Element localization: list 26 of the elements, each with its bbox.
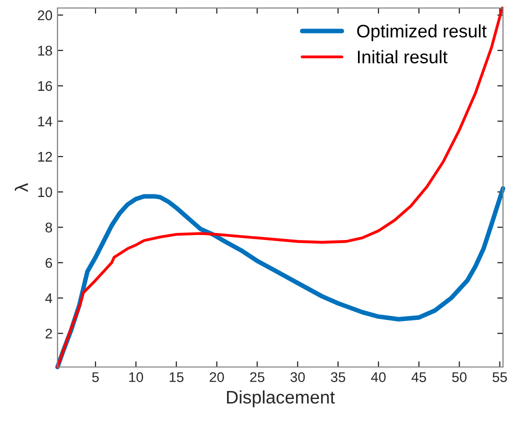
x-tick-label: 55 bbox=[492, 372, 507, 382]
x-axis-title: Displacement bbox=[227, 390, 335, 408]
x-tick-label: 30 bbox=[290, 372, 305, 382]
y-axis-title: λ bbox=[14, 183, 28, 192]
x-tick-label: 15 bbox=[170, 372, 184, 382]
line-series bbox=[56, 6, 504, 368]
y-tick-label: 12 bbox=[38, 152, 52, 162]
y-tick-label: 2 bbox=[46, 328, 52, 338]
x-tick-label: 40 bbox=[371, 372, 386, 382]
y-tick-label: 4 bbox=[45, 294, 52, 304]
y-tick-label: 8 bbox=[46, 222, 52, 232]
legend-label: Optimized result bbox=[357, 24, 487, 42]
y-tick-label: 10 bbox=[38, 187, 52, 198]
x-tick-label: 25 bbox=[250, 372, 264, 382]
legend-label: Initial result bbox=[358, 50, 448, 64]
y-tick-label: 6 bbox=[46, 258, 52, 268]
x-tick-label: 45 bbox=[412, 372, 426, 382]
x-tick-label: 10 bbox=[129, 372, 144, 382]
y-tick-label: 14 bbox=[38, 116, 52, 126]
x-tick-label: 35 bbox=[330, 372, 346, 382]
x-tick-label: 5 bbox=[92, 372, 99, 382]
y-tick-label: 20 bbox=[38, 10, 52, 20]
y-tick-label: 16 bbox=[38, 81, 52, 91]
x-tick-label: 50 bbox=[452, 372, 467, 382]
x-tick-label: 20 bbox=[210, 372, 224, 382]
y-tick-label: 18 bbox=[38, 46, 52, 56]
